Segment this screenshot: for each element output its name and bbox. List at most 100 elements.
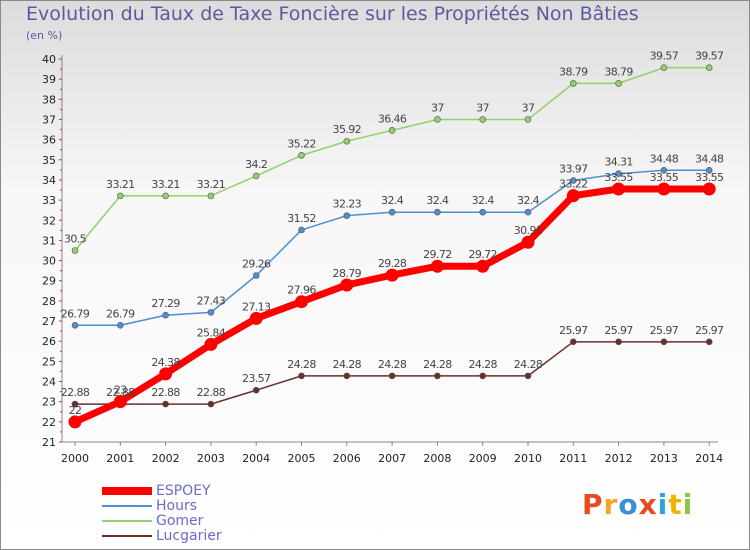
data-label-gomer: 34.2 [245, 158, 267, 171]
data-point-hours [479, 208, 487, 216]
data-point-espoey [657, 182, 671, 196]
data-point-gomer [343, 137, 351, 145]
data-point-espoey [249, 311, 263, 325]
data-label-espoey: 33.55 [604, 171, 633, 184]
data-point-gomer [569, 80, 577, 87]
data-point-espoey [430, 259, 444, 273]
data-point-hours [705, 166, 713, 174]
data-point-hours [252, 272, 260, 279]
data-point-gomer [705, 64, 713, 71]
proxiti-logo: Proxiti [582, 488, 693, 521]
data-label-gomer: 33.21 [151, 178, 180, 191]
x-tick-label: 2011 [559, 452, 587, 465]
data-label-espoey: 29.72 [468, 248, 497, 261]
data-point-espoey [612, 182, 626, 196]
data-label-lucgarier: 25.97 [695, 324, 724, 337]
data-point-gomer [298, 152, 305, 159]
data-point-gomer [615, 80, 622, 87]
data-point-hours [660, 166, 668, 174]
data-label-lucgarier: 24.28 [468, 358, 497, 371]
data-label-gomer: 33.21 [197, 178, 226, 191]
y-tick-label: 40 [42, 53, 56, 66]
data-point-lucgarier [479, 372, 487, 380]
data-label-hours: 26.79 [61, 307, 90, 320]
y-tick-label: 24 [42, 376, 56, 389]
data-label-lucgarier: 24.28 [378, 358, 407, 371]
data-point-lucgarier [388, 372, 396, 380]
x-tick-label: 2013 [650, 452, 678, 465]
data-label-espoey: 25.84 [197, 326, 226, 339]
data-label-hours: 34.48 [695, 152, 724, 165]
data-point-gomer [71, 247, 79, 254]
y-tick-label: 26 [42, 335, 56, 348]
y-tick-label: 33 [42, 194, 56, 207]
y-tick-label: 28 [42, 295, 56, 308]
x-tick-label: 2009 [469, 452, 497, 465]
legend-swatch [102, 520, 152, 522]
data-point-espoey [702, 182, 716, 196]
data-label-lucgarier: 25.97 [650, 324, 679, 337]
data-point-hours [162, 311, 169, 319]
data-point-lucgarier [660, 338, 668, 346]
data-point-lucgarier [71, 400, 79, 408]
y-tick-label: 34 [42, 174, 56, 187]
chart-title: Evolution du Taux de Taxe Foncière sur l… [26, 3, 639, 25]
logo-letter: t [668, 488, 683, 521]
data-label-espoey: 33.55 [695, 171, 724, 184]
y-tick-label: 23 [42, 396, 56, 409]
y-tick-label: 22 [42, 416, 56, 429]
data-label-gomer: 35.92 [333, 123, 362, 136]
data-label-lucgarier: 24.28 [423, 358, 452, 371]
data-label-hours: 27.29 [151, 297, 180, 310]
data-label-espoey: 29.28 [378, 257, 407, 270]
data-point-lucgarier [207, 400, 215, 408]
legend-swatch [102, 505, 152, 507]
x-tick-label: 2003 [197, 452, 225, 465]
data-point-hours [434, 208, 441, 216]
y-tick-label: 31 [42, 234, 56, 247]
data-point-espoey [295, 295, 308, 309]
y-tick-label: 21 [42, 436, 56, 449]
data-label-hours: 32.4 [472, 194, 495, 207]
legend-label: Hours [156, 498, 198, 514]
x-tick-label: 2007 [378, 452, 406, 465]
data-point-espoey [521, 235, 535, 249]
data-point-espoey [340, 278, 354, 292]
data-label-lucgarier: 24.28 [287, 358, 316, 371]
data-label-gomer: 35.22 [287, 137, 316, 150]
y-tick-label: 25 [42, 355, 56, 368]
data-label-gomer: 30.5 [64, 233, 87, 246]
data-point-gomer [479, 116, 487, 123]
x-tick-label: 2002 [152, 452, 180, 465]
data-label-espoey: 27.13 [242, 300, 271, 313]
data-point-gomer [524, 116, 532, 123]
x-tick-label: 2004 [242, 452, 270, 465]
data-point-lucgarier [343, 372, 351, 380]
data-point-espoey [385, 268, 399, 282]
data-point-lucgarier [615, 338, 622, 346]
data-point-lucgarier [252, 386, 260, 394]
data-label-lucgarier: 25.97 [604, 324, 633, 337]
data-point-hours [343, 212, 351, 219]
data-label-lucgarier: 22.88 [197, 386, 226, 399]
data-point-hours [569, 177, 577, 184]
x-tick-label: 2010 [514, 452, 542, 465]
data-label-hours: 31.52 [287, 212, 316, 225]
data-point-espoey [476, 259, 490, 273]
data-point-gomer [660, 64, 668, 71]
legend-swatch [102, 535, 152, 537]
data-label-hours: 34.31 [604, 156, 633, 169]
data-label-hours: 27.43 [197, 294, 226, 307]
data-point-gomer [162, 192, 169, 200]
y-tick-label: 30 [42, 255, 56, 268]
data-label-espoey: 22 [69, 404, 82, 417]
y-tick-label: 29 [42, 275, 56, 288]
data-point-gomer [117, 192, 124, 200]
data-label-hours: 32.4 [517, 194, 540, 207]
x-tick-label: 2005 [288, 452, 316, 465]
y-tick-label: 38 [42, 93, 56, 106]
legend-label: Gomer [156, 513, 204, 529]
y-tick-label: 32 [42, 214, 56, 227]
data-point-espoey [113, 395, 127, 409]
